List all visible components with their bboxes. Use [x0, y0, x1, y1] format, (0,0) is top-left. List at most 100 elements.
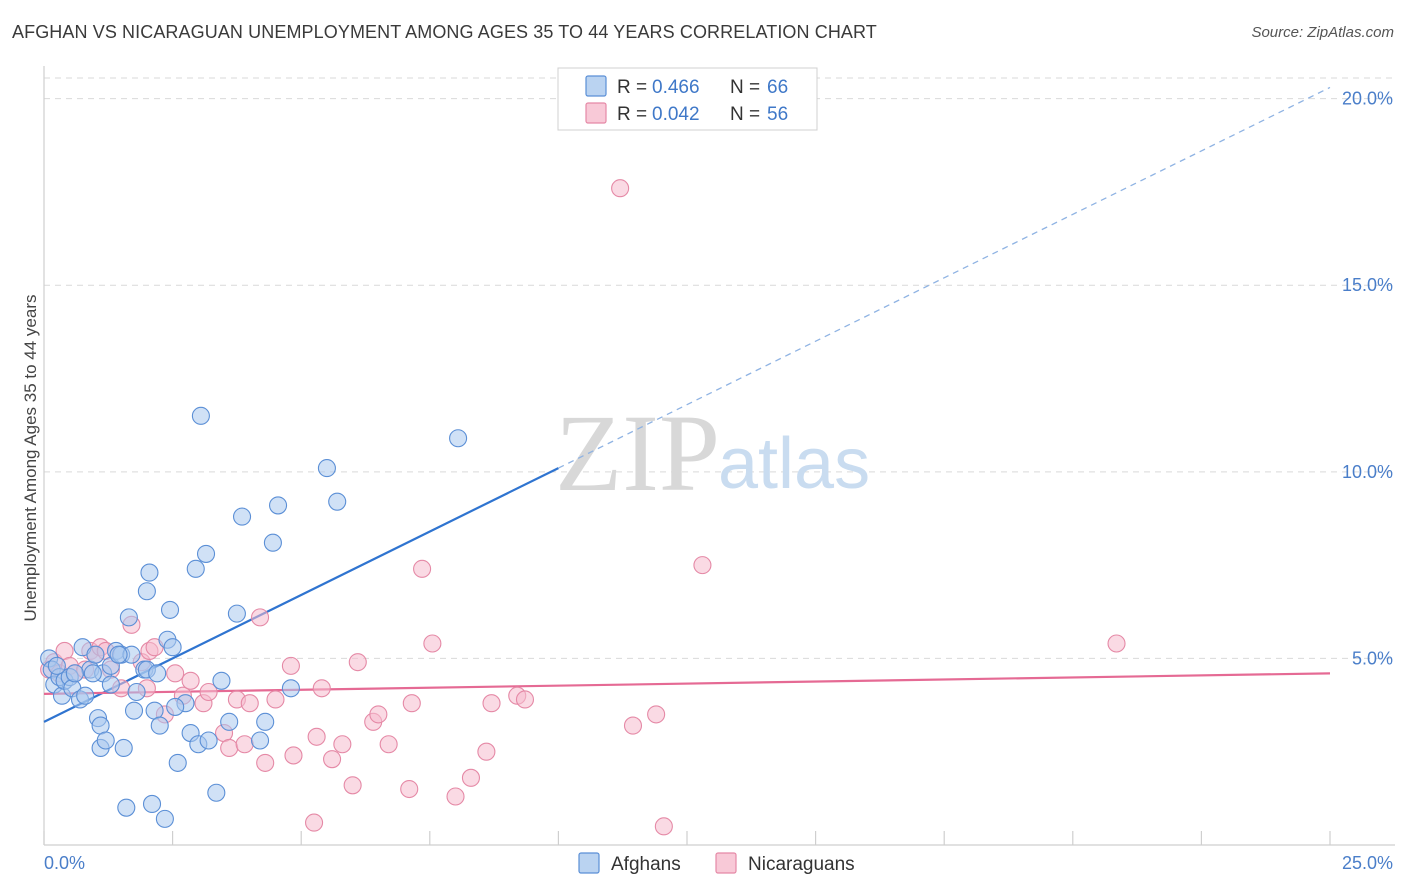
data-point	[160, 600, 180, 619]
data-point	[413, 559, 432, 578]
watermark-atlas: atlas	[718, 424, 870, 504]
data-point	[232, 507, 252, 526]
trend-line-nicaraguans	[43, 672, 1331, 695]
data-point	[250, 731, 270, 750]
data-point	[137, 582, 156, 601]
bottom-legend-afghans: Afghans	[611, 854, 681, 875]
data-point	[240, 694, 259, 713]
trend-line-afghans	[43, 467, 559, 723]
data-point	[76, 686, 95, 705]
bottom-legend: Afghans Nicaraguans	[578, 852, 855, 875]
data-point	[281, 679, 300, 698]
data-point	[155, 809, 174, 828]
source-label: Source: ZipAtlas.com	[1251, 24, 1394, 41]
data-point	[250, 608, 270, 627]
data-point	[284, 746, 303, 765]
data-point	[343, 776, 362, 795]
afghans-points	[40, 406, 468, 828]
data-point	[150, 716, 169, 735]
data-point	[163, 638, 182, 657]
data-point	[220, 738, 239, 758]
data-point	[449, 429, 468, 448]
data-point	[127, 682, 146, 702]
data-point	[402, 694, 421, 713]
data-point	[212, 671, 231, 690]
chart-title: AFGHAN VS NICARAGUAN UNEMPLOYMENT AMONG …	[12, 22, 877, 42]
data-point	[148, 664, 167, 683]
x-tick-labels: 0.0% 25.0%	[44, 853, 1393, 873]
data-point	[281, 656, 300, 675]
legend-r-label-afghans: R =	[617, 77, 647, 98]
data-point	[191, 406, 210, 425]
data-point	[96, 731, 115, 750]
data-point	[623, 716, 643, 735]
legend-r-value-afghans: 0.466	[652, 77, 700, 98]
data-point	[307, 727, 326, 746]
data-point	[323, 750, 342, 769]
data-point	[317, 459, 336, 478]
data-point	[312, 679, 331, 698]
data-point	[333, 735, 352, 754]
data-point	[379, 735, 398, 754]
bottom-legend-swatch-afghans	[578, 852, 600, 874]
data-point	[305, 813, 324, 832]
data-point	[140, 563, 159, 582]
y-tick-labels: 5.0% 10.0% 15.0% 20.0%	[1342, 89, 1393, 669]
legend-n-label-nicaraguans: N =	[730, 104, 760, 125]
data-point	[400, 779, 419, 799]
trend-line-afghans-extension	[558, 86, 1331, 469]
data-point	[168, 753, 187, 772]
trend-lines	[43, 86, 1331, 723]
data-point	[266, 690, 285, 709]
y-tick-label: 15.0%	[1342, 275, 1393, 295]
data-point	[446, 787, 465, 806]
legend-n-value-nicaraguans: 56	[767, 104, 788, 125]
data-point	[166, 697, 185, 716]
data-point	[166, 664, 185, 683]
legend-r-label-nicaraguans: R =	[617, 104, 647, 125]
data-point	[181, 671, 200, 690]
x-tick-label-max: 25.0%	[1342, 853, 1393, 873]
y-axis-label: Unemployment Among Ages 35 to 44 years	[21, 295, 40, 622]
data-point	[461, 768, 481, 787]
data-point	[86, 645, 105, 664]
data-point	[1107, 634, 1126, 653]
data-point	[423, 634, 442, 653]
data-point	[142, 794, 162, 814]
data-point	[65, 664, 84, 683]
watermark: ZIP atlas	[555, 392, 870, 514]
data-point	[186, 559, 205, 578]
data-point	[611, 179, 630, 198]
data-point	[83, 664, 102, 683]
axes	[43, 66, 1395, 846]
y-tick-label: 20.0%	[1342, 89, 1393, 109]
data-point	[515, 690, 535, 709]
data-point	[119, 608, 138, 627]
y-tick-label: 5.0%	[1352, 648, 1393, 668]
data-point	[47, 656, 66, 675]
legend-swatch-afghans	[585, 75, 607, 97]
data-point	[124, 701, 144, 720]
data-point	[477, 742, 496, 761]
data-point	[482, 694, 501, 713]
data-point	[235, 735, 254, 754]
data-point	[647, 705, 666, 724]
data-point	[263, 533, 282, 552]
data-point	[369, 705, 388, 724]
legend-swatch-nicaraguans	[585, 102, 607, 124]
data-point	[109, 645, 128, 664]
data-point	[328, 492, 347, 511]
data-point	[256, 712, 275, 731]
data-point	[196, 544, 216, 563]
bottom-legend-swatch-nicaraguans	[715, 852, 737, 874]
data-point	[117, 798, 136, 817]
grid-lines	[44, 77, 1395, 659]
data-point	[199, 731, 218, 750]
data-point	[114, 738, 133, 758]
data-point	[693, 556, 712, 575]
legend-n-value-afghans: 66	[767, 77, 788, 98]
data-point	[199, 682, 218, 702]
data-point	[207, 783, 226, 802]
data-point	[101, 675, 120, 694]
